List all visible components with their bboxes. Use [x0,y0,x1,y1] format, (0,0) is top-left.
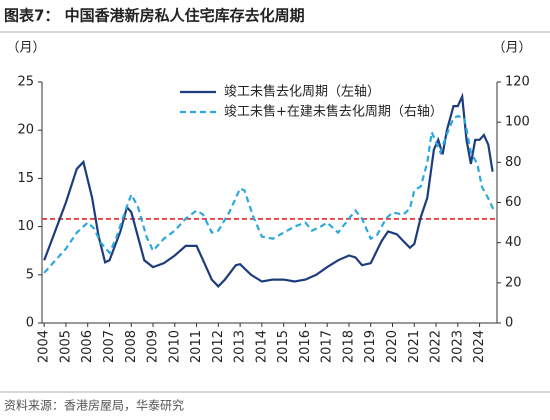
y-tick-label: 10 [17,219,34,234]
y-tick-label: 0 [26,316,34,331]
legend-label: 竣工未售+在建未售去化周期（右轴） [224,104,443,120]
x-tick-label: 2017 [320,330,335,363]
x-tick-label: 2014 [254,330,269,363]
x-tick-label: 2019 [363,330,378,363]
x-tick-label: 2022 [429,330,444,363]
y2-tick-label: 120 [505,75,530,90]
y-tick-label: 25 [17,75,34,90]
x-tick-label: 2004 [37,330,52,363]
x-tick-label: 2012 [211,330,226,363]
x-tick-label: 2005 [58,330,73,363]
x-tick-label: 2020 [385,330,400,363]
y2-tick-label: 60 [505,195,522,210]
x-tick-label: 2007 [102,330,117,363]
x-tick-label: 2008 [124,330,139,363]
y-tick-label: 15 [17,171,34,186]
y2-tick-label: 80 [505,155,522,170]
y2-tick-label: 20 [505,275,522,290]
y2-tick-label: 100 [505,115,530,130]
x-tick-label: 2023 [450,330,465,363]
x-tick-label: 2011 [189,330,204,363]
x-tick-label: 2009 [146,330,161,363]
x-tick-label: 2006 [80,330,95,363]
y2-unit: （月） [492,41,531,56]
x-tick-label: 2018 [341,330,356,363]
series-line [43,92,494,288]
x-tick-label: 2021 [407,330,422,363]
x-tick-label: 2016 [298,330,313,363]
series-line [43,114,496,274]
y2-tick-label: 40 [505,235,522,250]
source: 资料来源：香港房屋局，华泰研究 [4,398,184,413]
y-tick-label: 20 [17,123,34,138]
x-tick-label: 2010 [167,330,182,363]
y-tick-label: 5 [26,267,34,282]
legend-label: 竣工未售去化周期（左轴） [224,84,380,100]
x-tick-label: 2015 [276,330,291,363]
chart-title: 图表7： 中国香港新房私人住宅库存去化周期 [4,7,305,25]
x-tick-label: 2013 [233,330,248,363]
y2-tick-label: 0 [505,316,513,331]
y-unit: （月） [6,41,45,56]
x-tick-label: 2024 [472,330,487,363]
